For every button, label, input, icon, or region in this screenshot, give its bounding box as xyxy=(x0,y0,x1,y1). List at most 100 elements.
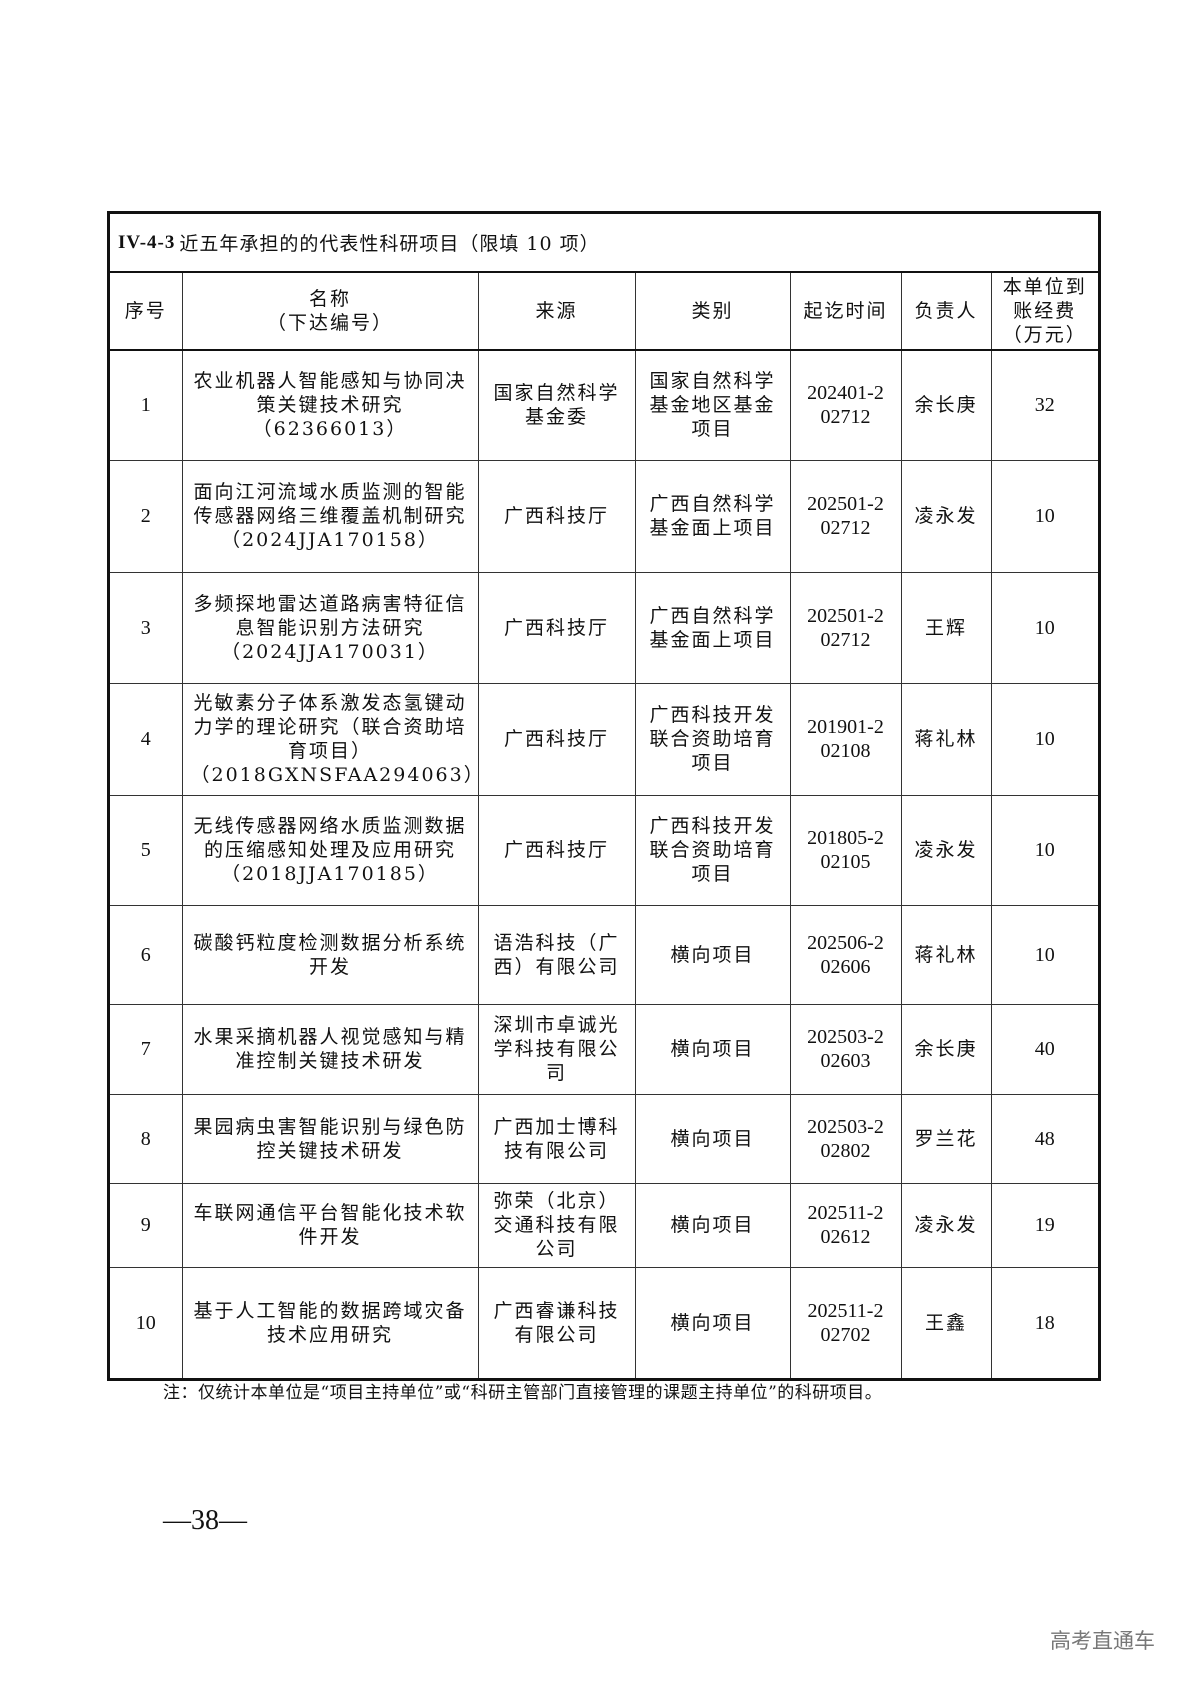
cell-category: 横向项目 xyxy=(634,1266,791,1378)
table-row: 6 碳酸钙粒度检测数据分析系统开发 语浩科技（广西）有限公司 横向项目 202506-2… xyxy=(110,904,1098,1005)
cell-category: 国家自然科学基金地区基金项目 xyxy=(634,349,791,461)
cell-index: 1 xyxy=(110,349,183,461)
cell-leader: 凌永发 xyxy=(900,794,992,906)
cell-source: 国家自然科学基金委 xyxy=(477,349,636,461)
cell-leader: 蒋礼林 xyxy=(900,904,992,1005)
cell-period: 202501-202712 xyxy=(789,459,902,573)
table-row: 3 多频探地雷达道路病害特征信息智能识别方法研究（2024JJA170031） 广西… xyxy=(110,571,1098,684)
section-limit: （限填 10 项） xyxy=(459,233,600,255)
section-title-text: 近五年承担的的代表性科研项目 xyxy=(179,233,460,255)
table-row: 1 农业机器人智能感知与协同决策关键技术研究（62366013） 国家自然科学基金委… xyxy=(110,349,1098,461)
cell-funds: 18 xyxy=(990,1266,1098,1378)
cell-name: 水果采摘机器人视觉感知与精准控制关键技术研发 xyxy=(181,1003,479,1095)
cell-leader: 余长庚 xyxy=(900,349,992,461)
page-number: —38— xyxy=(163,1505,247,1536)
cell-leader: 王辉 xyxy=(900,571,992,684)
cell-index: 6 xyxy=(110,904,183,1005)
cell-funds: 19 xyxy=(990,1182,1098,1268)
cell-leader: 凌永发 xyxy=(900,1182,992,1268)
header-category: 类别 xyxy=(634,273,791,351)
cell-category: 横向项目 xyxy=(634,904,791,1005)
cell-index: 4 xyxy=(110,682,183,796)
header-funds-unit: （万元） xyxy=(1002,324,1087,346)
cell-index: 7 xyxy=(110,1003,183,1095)
cell-category: 横向项目 xyxy=(634,1182,791,1268)
cell-leader: 蒋礼林 xyxy=(900,682,992,796)
header-row: 序号 名称 （下达编号） 来源 类别 起讫时间 负责人 本单位到账经费 （万元） xyxy=(110,273,1098,351)
cell-period: 202503-202802 xyxy=(789,1093,902,1184)
cell-leader: 罗兰花 xyxy=(900,1093,992,1184)
cell-name: 面向江河流域水质监测的智能传感器网络三维覆盖机制研究（2024JJA170158… xyxy=(181,459,479,573)
header-name-label: 名称 xyxy=(308,288,351,310)
cell-category: 横向项目 xyxy=(634,1093,791,1184)
cell-source: 弥荣（北京）交通科技有限公司 xyxy=(477,1182,636,1268)
cell-leader: 王鑫 xyxy=(900,1266,992,1378)
cell-name: 农业机器人智能感知与协同决策关键技术研究（62366013） xyxy=(181,349,479,461)
footnote: 注：仅统计本单位是“项目主持单位”或“科研主管部门直接管理的课题主持单位”的科研… xyxy=(163,1383,883,1403)
cell-funds: 10 xyxy=(990,794,1098,906)
cell-category: 广西科技开发联合资助培育项目 xyxy=(634,794,791,906)
cell-index: 3 xyxy=(110,571,183,684)
table-row: 10 基于人工智能的数据跨域灾备技术应用研究 广西睿谦科技有限公司 横向项目 20251… xyxy=(110,1266,1098,1378)
table-row: 8 果园病虫害智能识别与绿色防控关键技术研发 广西加士博科技有限公司 横向项目 2025… xyxy=(110,1093,1098,1184)
table-row: 7 水果采摘机器人视觉感知与精准控制关键技术研发 深圳市卓诚光学科技有限公司 横向项目… xyxy=(110,1003,1098,1095)
cell-period: 202401-202712 xyxy=(789,349,902,461)
cell-source: 广西科技厅 xyxy=(477,459,636,573)
cell-period: 201901-202108 xyxy=(789,682,902,796)
cell-period: 202511-202702 xyxy=(789,1266,902,1378)
cell-source: 广西加士博科技有限公司 xyxy=(477,1093,636,1184)
cell-period: 202511-202612 xyxy=(789,1182,902,1268)
header-name-sub: （下达编号） xyxy=(266,312,393,334)
header-index: 序号 xyxy=(110,273,183,351)
cell-funds: 10 xyxy=(990,459,1098,573)
cell-index: 2 xyxy=(110,459,183,573)
cell-index: 10 xyxy=(110,1266,183,1378)
projects-table-container: IV-4-3 近五年承担的的代表性科研项目 （限填 10 项） 序号 名称 （下达… xyxy=(107,211,1101,1381)
header-source: 来源 xyxy=(477,273,636,351)
cell-period: 202503-202603 xyxy=(789,1003,902,1095)
cell-source: 广西科技厅 xyxy=(477,794,636,906)
cell-period: 202506-202606 xyxy=(789,904,902,1005)
cell-source: 广西科技厅 xyxy=(477,571,636,684)
watermark: 高考直通车 xyxy=(1050,1629,1155,1653)
table-row: 2 面向江河流域水质监测的智能传感器网络三维覆盖机制研究（2024JJA17015… xyxy=(110,459,1098,573)
cell-name: 无线传感器网络水质监测数据的压缩感知处理及应用研究（2018JJA170185） xyxy=(181,794,479,906)
projects-table: 序号 名称 （下达编号） 来源 类别 起讫时间 负责人 本单位到账经费 （万元） 1… xyxy=(110,273,1098,1378)
cell-funds: 32 xyxy=(990,349,1098,461)
cell-funds: 10 xyxy=(990,904,1098,1005)
cell-source: 深圳市卓诚光学科技有限公司 xyxy=(477,1003,636,1095)
cell-funds: 10 xyxy=(990,571,1098,684)
table-row: 4 光敏素分子体系激发态氢键动力学的理论研究（联合资助培育项目）（2018GXNS… xyxy=(110,682,1098,796)
table-row: 5 无线传感器网络水质监测数据的压缩感知处理及应用研究（2018JJA170185… xyxy=(110,794,1098,906)
cell-funds: 48 xyxy=(990,1093,1098,1184)
cell-source: 广西科技厅 xyxy=(477,682,636,796)
section-code: IV-4-3 xyxy=(118,231,176,253)
cell-funds: 40 xyxy=(990,1003,1098,1095)
cell-name: 光敏素分子体系激发态氢键动力学的理论研究（联合资助培育项目）（2018GXNSF… xyxy=(181,682,483,796)
cell-index: 9 xyxy=(110,1182,183,1268)
cell-name: 碳酸钙粒度检测数据分析系统开发 xyxy=(181,904,479,1005)
cell-name: 车联网通信平台智能化技术软件开发 xyxy=(181,1182,479,1268)
cell-index: 8 xyxy=(110,1093,183,1184)
cell-category: 广西自然科学基金面上项目 xyxy=(634,571,791,684)
cell-name: 果园病虫害智能识别与绿色防控关键技术研发 xyxy=(181,1093,479,1184)
header-funds: 本单位到账经费 （万元） xyxy=(990,273,1098,351)
cell-funds: 10 xyxy=(990,682,1098,796)
header-name: 名称 （下达编号） xyxy=(181,273,479,351)
cell-category: 广西科技开发联合资助培育项目 xyxy=(634,682,791,796)
header-leader: 负责人 xyxy=(900,273,992,351)
section-title: IV-4-3 近五年承担的的代表性科研项目 （限填 10 项） xyxy=(110,214,1098,273)
cell-period: 202501-202712 xyxy=(789,571,902,684)
header-funds-label: 本单位到账经费 xyxy=(1002,276,1087,322)
cell-leader: 凌永发 xyxy=(900,459,992,573)
cell-index: 5 xyxy=(110,794,183,906)
cell-category: 广西自然科学基金面上项目 xyxy=(634,459,791,573)
header-period: 起讫时间 xyxy=(789,273,902,351)
cell-category: 横向项目 xyxy=(634,1003,791,1095)
cell-name: 多频探地雷达道路病害特征信息智能识别方法研究（2024JJA170031） xyxy=(181,571,479,684)
cell-name: 基于人工智能的数据跨域灾备技术应用研究 xyxy=(181,1266,479,1378)
table-row: 9 车联网通信平台智能化技术软件开发 弥荣（北京）交通科技有限公司 横向项目 20251… xyxy=(110,1182,1098,1268)
cell-source: 语浩科技（广西）有限公司 xyxy=(477,904,636,1005)
cell-source: 广西睿谦科技有限公司 xyxy=(477,1266,636,1378)
cell-period: 201805-202105 xyxy=(789,794,902,906)
